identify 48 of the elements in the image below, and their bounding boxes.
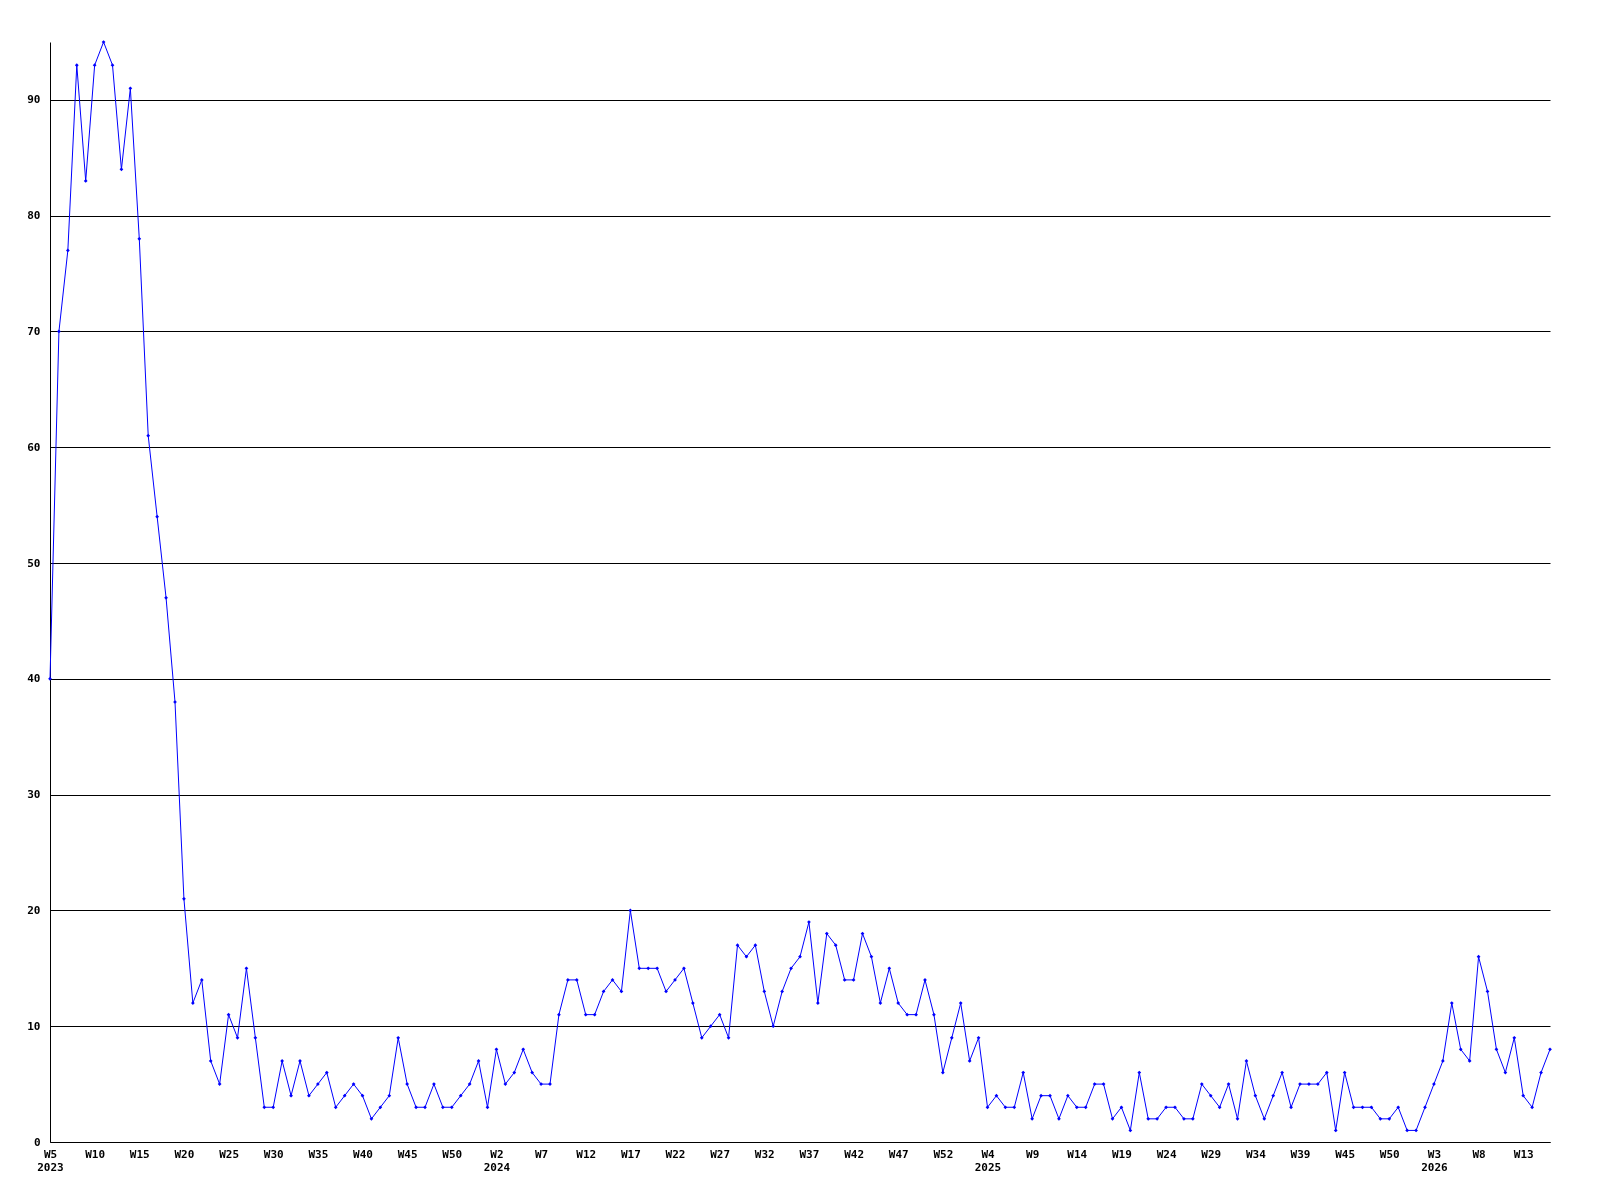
x-tick-label: W3 bbox=[1427, 1147, 1442, 1161]
x-tick-label: W24 bbox=[1156, 1147, 1177, 1161]
y-tick-label: 70 bbox=[27, 324, 41, 338]
x-tick-label: W37 bbox=[799, 1147, 820, 1161]
x-tick-label: W27 bbox=[710, 1147, 731, 1161]
x-tick-label: W12 bbox=[576, 1147, 597, 1161]
x-tick-label: W20 bbox=[174, 1147, 195, 1161]
x-tick-label: W19 bbox=[1111, 1147, 1132, 1161]
x-tick-label: W9 bbox=[1026, 1147, 1040, 1161]
x-tick-label: W32 bbox=[754, 1147, 775, 1161]
text: 2026 bbox=[1421, 1160, 1449, 1174]
y-tick-label: 50 bbox=[27, 556, 41, 570]
x-tick-label: W35 bbox=[308, 1147, 329, 1161]
x-tick-label: W42 bbox=[844, 1147, 865, 1161]
y-tick-label: 10 bbox=[27, 1019, 41, 1033]
x-tick-label: W29 bbox=[1201, 1147, 1222, 1161]
x-tick-label: W15 bbox=[129, 1147, 150, 1161]
y-tick-label: 20 bbox=[27, 903, 41, 917]
x-tick-label: W50 bbox=[442, 1147, 463, 1161]
x-tick-label: W25 bbox=[219, 1147, 240, 1161]
x-tick-label: W52 bbox=[933, 1147, 954, 1161]
x-tick-label: W22 bbox=[665, 1147, 686, 1161]
x-tick-label: W45 bbox=[1335, 1147, 1356, 1161]
x-tick-label: W7 bbox=[534, 1147, 549, 1161]
x-tick-label: W17 bbox=[620, 1147, 641, 1161]
x-tick-label: W8 bbox=[1472, 1147, 1486, 1161]
x-tick-label: W14 bbox=[1067, 1147, 1088, 1161]
x-tick-label: W13 bbox=[1513, 1147, 1534, 1161]
x-tick-label: W2 bbox=[490, 1147, 504, 1161]
y-tick-label: 90 bbox=[27, 93, 41, 107]
x-tick-label: W34 bbox=[1245, 1147, 1267, 1161]
text: 2023 bbox=[37, 1160, 64, 1174]
y-tick-label: 0 bbox=[33, 1135, 41, 1149]
x-tick-label: W40 bbox=[353, 1147, 373, 1161]
y-tick-label: 40 bbox=[27, 672, 41, 686]
x-tick-label: W30 bbox=[263, 1147, 284, 1161]
x-tick-label: W4 bbox=[981, 1147, 995, 1161]
x-tick-label: W5 bbox=[43, 1147, 58, 1161]
x-tick-label: W45 bbox=[397, 1147, 418, 1161]
text: 2024 bbox=[483, 1160, 511, 1174]
y-tick-label: 80 bbox=[27, 209, 41, 223]
x-tick-label: W10 bbox=[85, 1147, 106, 1161]
x-tick-label: W39 bbox=[1290, 1147, 1311, 1161]
text: 2025 bbox=[974, 1160, 1002, 1174]
x-tick-label: W47 bbox=[888, 1147, 909, 1161]
y-tick-label: 30 bbox=[27, 788, 41, 802]
x-tick-label: W50 bbox=[1379, 1147, 1400, 1161]
y-tick-label: 60 bbox=[27, 440, 41, 454]
